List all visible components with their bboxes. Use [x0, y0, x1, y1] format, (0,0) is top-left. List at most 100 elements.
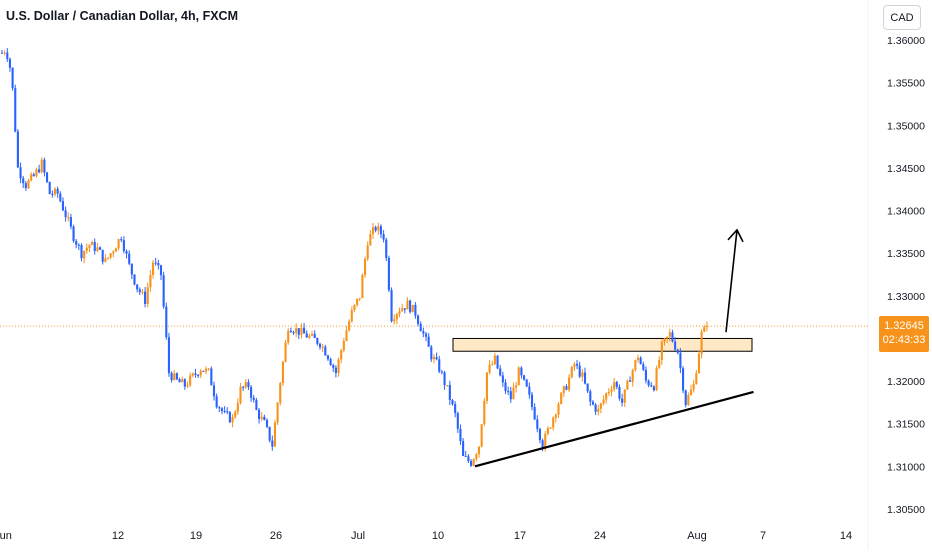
candle-body	[610, 389, 613, 392]
candle-body	[512, 387, 515, 400]
candle	[128, 250, 131, 266]
candle	[358, 298, 361, 302]
candle-body	[401, 308, 404, 312]
candle-body	[416, 315, 420, 324]
candle-body	[334, 367, 337, 373]
candle	[112, 250, 115, 258]
candle-body	[183, 379, 186, 387]
candle	[151, 260, 155, 279]
candle	[684, 389, 687, 408]
candle	[562, 385, 565, 398]
candle-body	[273, 422, 277, 447]
candle-body	[210, 368, 213, 386]
candle	[639, 356, 642, 365]
candle-body	[695, 373, 698, 385]
candle-body	[472, 459, 475, 466]
candle-body	[16, 131, 19, 168]
candle	[170, 371, 173, 383]
candle-body	[650, 385, 653, 387]
candle	[501, 371, 504, 387]
candle-body	[475, 454, 478, 460]
y-axis: 1.36000 1.35500 1.35000 1.34500 1.34000 1.335…	[887, 35, 925, 516]
candle-body	[303, 327, 306, 334]
candle-body	[149, 274, 152, 288]
candle-body	[0, 52, 4, 54]
candle	[398, 307, 401, 318]
candle-body	[393, 319, 396, 322]
candle	[67, 212, 70, 222]
candle-body	[634, 359, 637, 371]
candle-body	[324, 346, 327, 356]
candle-body	[104, 258, 107, 262]
candle-body	[562, 386, 565, 393]
candle-body	[38, 169, 41, 173]
candle	[554, 413, 557, 423]
candle-body	[186, 385, 189, 387]
candle	[40, 157, 43, 174]
candle	[6, 48, 9, 62]
candle-body	[53, 188, 57, 195]
candle	[374, 225, 377, 233]
candle	[32, 172, 35, 177]
candle-body	[268, 426, 271, 441]
candle-body	[621, 398, 624, 403]
candle-body	[353, 304, 356, 311]
candle-body	[456, 413, 459, 429]
candle-body	[257, 409, 261, 419]
candle	[446, 385, 449, 387]
candle	[223, 406, 226, 414]
candle-body	[77, 244, 80, 246]
candle	[424, 331, 428, 342]
candle	[512, 382, 515, 400]
candle	[663, 337, 666, 346]
candle-body	[321, 346, 324, 348]
candle	[173, 369, 176, 381]
candle	[191, 372, 194, 378]
candle-body	[594, 404, 597, 412]
candle-body	[202, 370, 205, 372]
currency-button[interactable]: CAD	[883, 5, 921, 30]
candle	[85, 243, 88, 254]
candle-body	[125, 251, 128, 254]
candle	[276, 401, 279, 426]
candle	[618, 384, 621, 401]
candle-body	[589, 391, 592, 402]
candle	[634, 359, 637, 372]
candle-body	[35, 169, 38, 176]
candle-body	[6, 52, 9, 59]
candle	[419, 321, 422, 332]
candle	[594, 403, 597, 416]
candle-body	[61, 201, 65, 211]
candle	[499, 365, 502, 377]
candle-body	[27, 180, 30, 189]
candle	[390, 287, 393, 323]
candle-body	[377, 226, 380, 231]
candle	[454, 401, 457, 418]
candle	[244, 378, 247, 390]
candle	[101, 249, 104, 265]
candle	[133, 274, 136, 286]
candle-body	[287, 330, 290, 343]
candle	[568, 374, 571, 392]
candle	[597, 404, 600, 416]
candle	[234, 410, 237, 419]
candle-body	[30, 174, 33, 181]
candle-body	[406, 300, 409, 310]
candle-body	[666, 336, 669, 339]
candle	[313, 330, 316, 339]
candle	[350, 306, 353, 323]
candle	[507, 386, 510, 395]
candle	[167, 332, 171, 377]
candle	[175, 372, 178, 381]
candle-body	[40, 159, 43, 173]
candle	[430, 345, 433, 362]
candle-body	[676, 349, 679, 353]
candle	[401, 303, 404, 312]
candle	[687, 392, 690, 406]
candle	[530, 391, 534, 411]
candle	[247, 379, 250, 390]
candle-body	[32, 174, 35, 176]
candle	[77, 243, 80, 250]
